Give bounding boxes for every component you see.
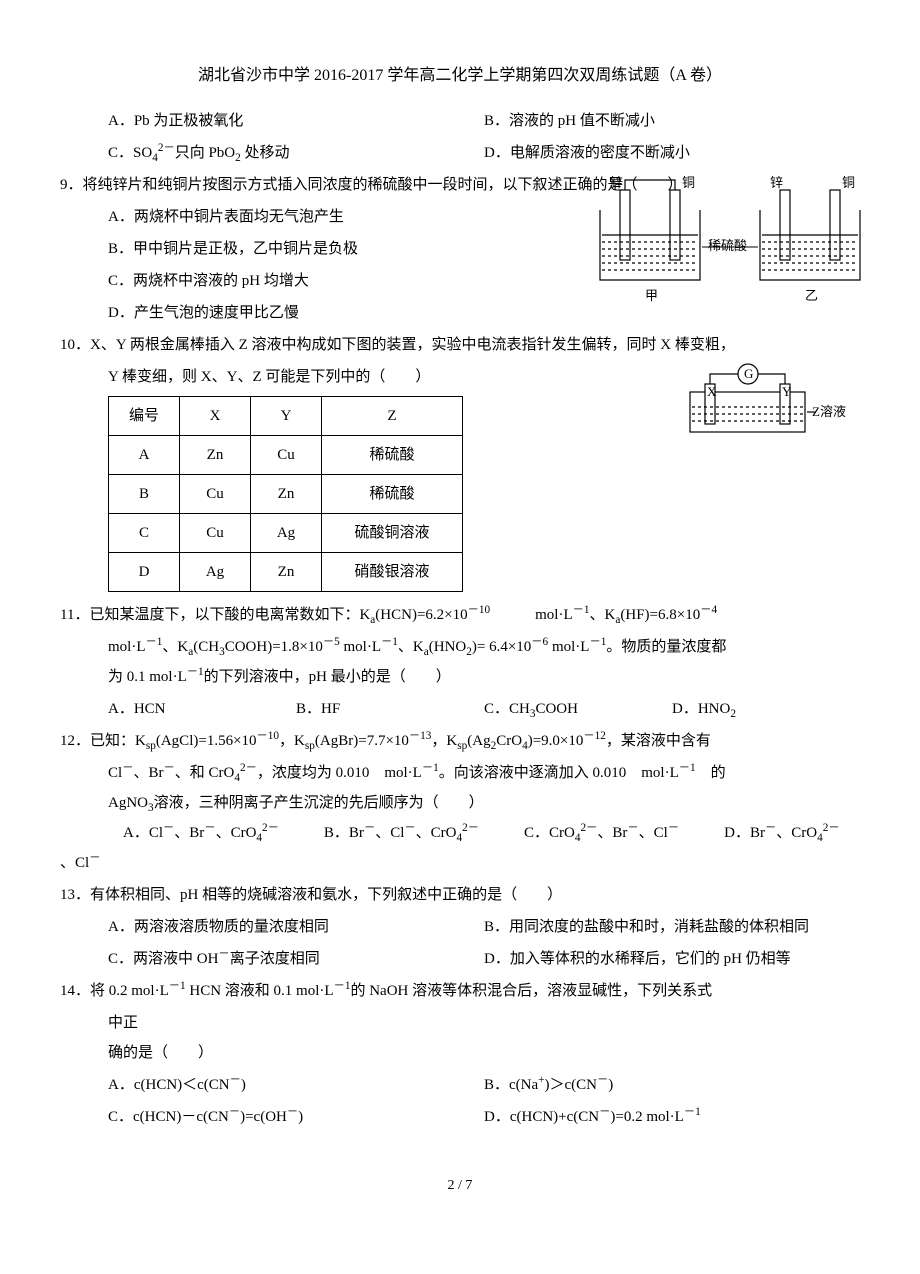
q12-stem-a: 12．已知：Ksp(AgCl)=1.56×10－10，Ksp(AgBr)=7.7… xyxy=(60,726,860,756)
svg-text:稀硫酸: 稀硫酸 xyxy=(708,238,747,253)
q13-opt-c: C．两溶液中 OH－离子浓度相同 xyxy=(108,944,484,974)
q12-opts-row: A．Cl－、Br－、CrO42－ B．Br－、Cl－、CrO42－ C．CrO4… xyxy=(60,818,860,848)
q11-stem-c: 为 0.1 mol·L－1的下列溶液中，pH 最小的是（ ） xyxy=(60,662,860,692)
page-footer: 2 / 7 xyxy=(60,1172,860,1200)
q12-stem-c: AgNO3溶液，三种阴离子产生沉淀的先后顺序为（ ） xyxy=(60,788,860,818)
svg-text:铜: 铜 xyxy=(682,175,695,190)
q8-opt-a: A．Pb 为正极被氧化 xyxy=(108,106,484,136)
q13-opt-d: D．加入等体积的水稀释后，它们的 pH 仍相等 xyxy=(484,944,860,974)
svg-text:X: X xyxy=(707,384,717,399)
table-row: BCuZn稀硫酸 xyxy=(109,475,463,514)
svg-text:乙: 乙 xyxy=(805,288,818,303)
table-row: AZnCu稀硫酸 xyxy=(109,436,463,475)
q14-opt-c: C．c(HCN)－c(CN－)=c(OH－) xyxy=(108,1102,484,1132)
svg-text:G: G xyxy=(744,366,753,381)
beaker-diagram: 锌 铜 锌 铜 稀硫酸 甲 乙 xyxy=(590,170,870,310)
galvanic-cell-diagram: G X Y Z溶液 xyxy=(680,362,850,442)
svg-text:铜: 铜 xyxy=(842,175,855,190)
q8-opt-d: D．电解质溶液的密度不断减小 xyxy=(484,138,860,168)
q12-stem-b: Cl－、Br－、和 CrO42－，浓度均为 0.010 mol·L－1。向该溶液… xyxy=(60,758,860,788)
q8-opt-c: C．SO42－只向 PbO2 处移动 xyxy=(108,138,484,168)
q14-stem-c: 确的是（ ） xyxy=(60,1038,860,1068)
q14-opt-a: A．c(HCN)＜c(CN－) xyxy=(108,1070,484,1100)
th-y: Y xyxy=(251,397,322,436)
q8-opt-b: B．溶液的 pH 值不断减小 xyxy=(484,106,860,136)
svg-text:甲: 甲 xyxy=(645,288,658,303)
q11-opt-b: B．HF xyxy=(296,694,484,724)
svg-text:锌: 锌 xyxy=(610,175,623,190)
q10-stem-a: 10．X、Y 两根金属棒插入 Z 溶液中构成如下图的装置，实验中电流表指针发生偏… xyxy=(60,330,860,360)
svg-text:锌: 锌 xyxy=(770,175,783,190)
svg-text:Y: Y xyxy=(782,384,792,399)
q14-opt-b: B．c(Na+)＞c(CN－) xyxy=(484,1070,860,1100)
q13-stem: 13．有体积相同、pH 相等的烧碱溶液和氨水，下列叙述中正确的是（ ） xyxy=(60,880,860,910)
table-row: DAgZn硝酸银溶液 xyxy=(109,553,463,592)
page-title: 湖北省沙市中学 2016-2017 学年高二化学上学期第四次双周练试题（A 卷） xyxy=(60,60,860,92)
q11-stem-a: 11．已知某温度下，以下酸的电离常数如下：Ka(HCN)=6.2×10－10 m… xyxy=(60,600,860,630)
q14-stem-b: 中正 xyxy=(60,1008,860,1038)
q14-stem-a: 14．将 0.2 mol·L－1 HCN 溶液和 0.1 mol·L－1的 Na… xyxy=(60,976,860,1006)
q13-opt-b: B．用同浓度的盐酸中和时，消耗盐酸的体积相同 xyxy=(484,912,860,942)
q11-opt-a: A．HCN xyxy=(108,694,296,724)
q11-opt-d: D．HNO2 xyxy=(672,694,860,724)
th-x: X xyxy=(180,397,251,436)
th-z: Z xyxy=(322,397,463,436)
q14-opt-d: D．c(HCN)+c(CN－)=0.2 mol·L－1 xyxy=(484,1102,860,1132)
q12-opts-tail: 、Cl－ xyxy=(60,848,860,878)
q13-opt-a: A．两溶液溶质物质的量浓度相同 xyxy=(108,912,484,942)
th-num: 编号 xyxy=(109,397,180,436)
q10-table: 编号 X Y Z AZnCu稀硫酸 BCuZn稀硫酸 CCuAg硫酸铜溶液 DA… xyxy=(108,396,463,592)
q11-stem-b: mol·L－1、Ka(CH3COOH)=1.8×10－5 mol·L－1、Ka(… xyxy=(60,632,860,662)
table-row: CCuAg硫酸铜溶液 xyxy=(109,514,463,553)
q11-opt-c: C．CH3COOH xyxy=(484,694,672,724)
svg-text:Z溶液: Z溶液 xyxy=(812,404,846,419)
